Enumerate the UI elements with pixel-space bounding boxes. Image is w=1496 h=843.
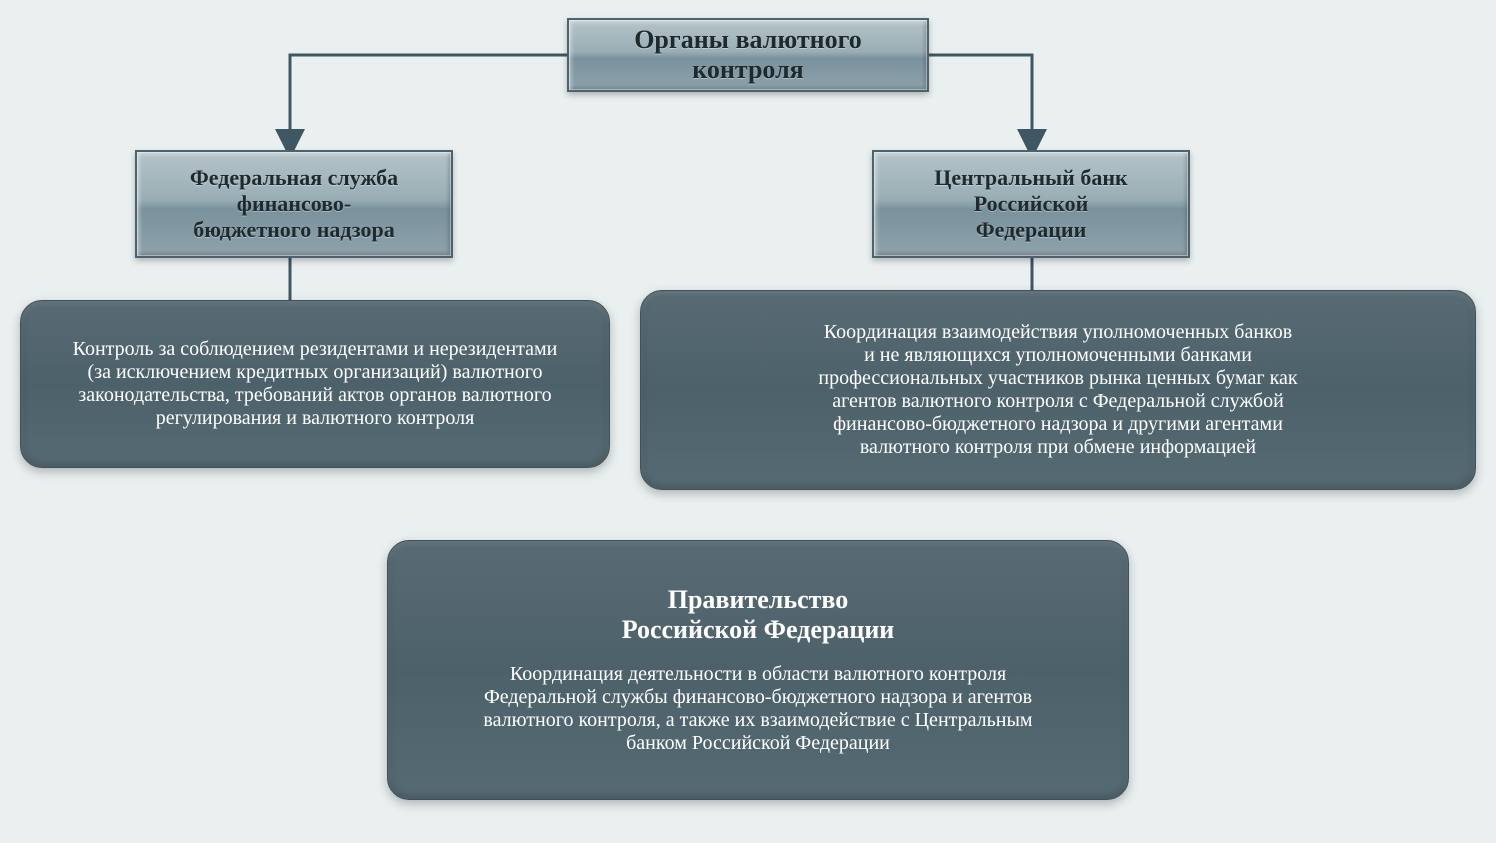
diagram-stage: Органы валютного контроля Федеральная сл… — [0, 0, 1496, 843]
government-panel: Правительство Российской Федерации Коорд… — [387, 540, 1129, 800]
right-child-box: Центральный банк Российской Федерации — [872, 150, 1190, 258]
government-body: Координация деятельности в области валют… — [418, 663, 1098, 755]
government-title: Правительство Российской Федерации — [418, 585, 1098, 645]
left-child-box: Федеральная служба финансово- бюджетного… — [135, 150, 453, 258]
root-box: Органы валютного контроля — [567, 18, 929, 92]
left-description-panel: Контроль за соблюдением резидентами и не… — [20, 300, 610, 468]
right-description-panel: Координация взаимодействия уполномоченны… — [640, 290, 1476, 490]
